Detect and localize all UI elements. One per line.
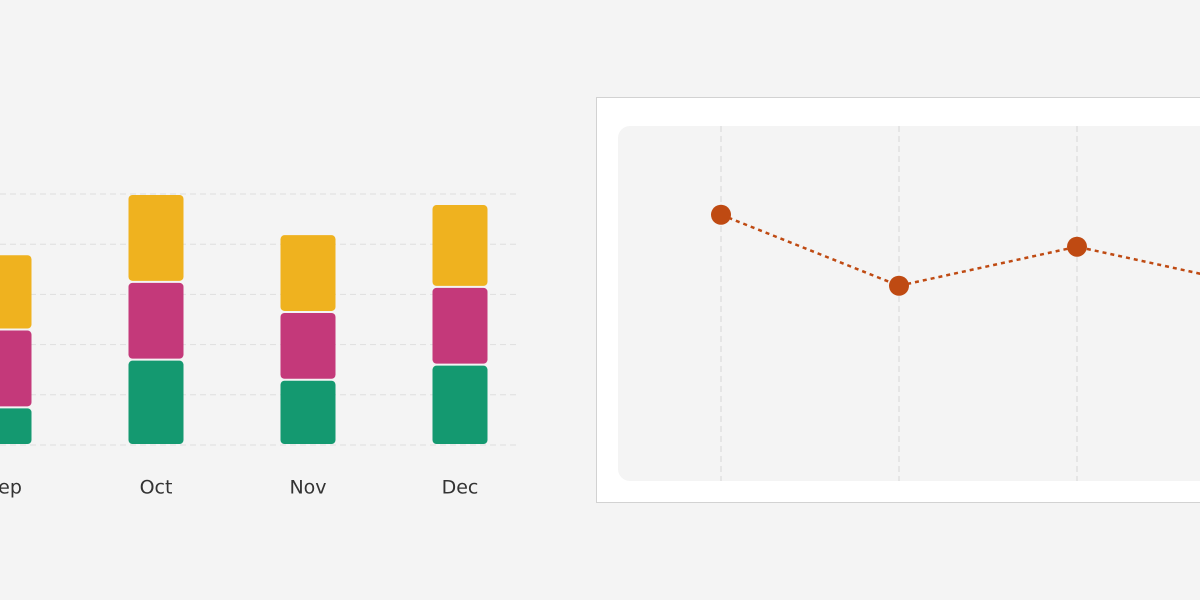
bar-segment bbox=[280, 312, 336, 379]
bar-segment bbox=[432, 287, 488, 364]
bar-segment bbox=[280, 380, 336, 444]
line-point bbox=[711, 204, 731, 225]
line-point bbox=[1067, 236, 1087, 257]
bar-segment bbox=[0, 255, 32, 329]
bar-segment bbox=[128, 195, 184, 281]
bar-segment bbox=[0, 408, 32, 444]
bar-segment bbox=[432, 365, 488, 444]
bar-segment bbox=[128, 282, 184, 359]
bar-segment bbox=[432, 205, 488, 286]
x-tick-label: Dec bbox=[442, 477, 479, 499]
line-panel bbox=[618, 126, 1200, 481]
bar-segment bbox=[128, 360, 184, 444]
line-point bbox=[889, 275, 909, 296]
bar-segment bbox=[0, 330, 32, 407]
line bbox=[720, 213, 1200, 288]
x-tick-label: Oct bbox=[140, 477, 173, 499]
x-tick-label: Sep bbox=[0, 477, 22, 499]
bar-segment bbox=[280, 235, 336, 311]
x-tick-label: Nov bbox=[289, 477, 326, 499]
